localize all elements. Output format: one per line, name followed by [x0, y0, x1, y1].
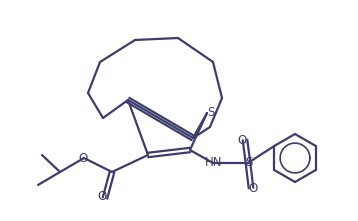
Text: O: O — [248, 183, 258, 196]
Text: S: S — [207, 107, 215, 120]
Text: O: O — [237, 133, 247, 147]
Text: O: O — [97, 191, 107, 204]
Text: O: O — [78, 152, 88, 164]
Text: S: S — [245, 156, 253, 170]
Text: HN: HN — [205, 156, 223, 170]
